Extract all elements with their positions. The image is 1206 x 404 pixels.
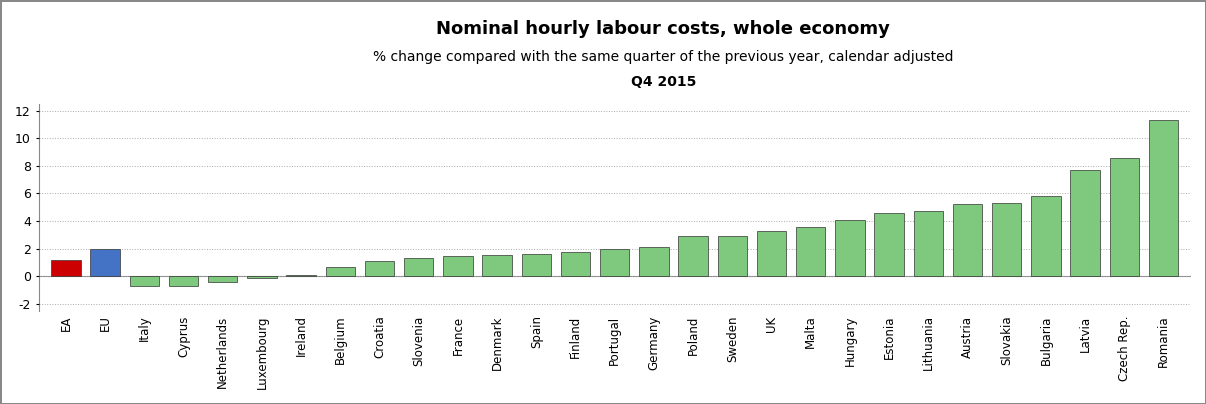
Bar <box>796 227 825 276</box>
Bar <box>130 276 159 286</box>
Bar <box>404 258 433 276</box>
Bar <box>561 252 590 276</box>
Bar <box>1031 196 1060 276</box>
Bar <box>679 236 708 276</box>
Bar <box>522 254 551 276</box>
Bar <box>51 260 81 276</box>
Bar <box>1149 120 1178 276</box>
Bar <box>914 211 943 276</box>
Bar <box>365 261 394 276</box>
Bar <box>757 231 786 276</box>
Bar <box>169 276 198 286</box>
Text: Q4 2015: Q4 2015 <box>631 75 696 89</box>
Bar <box>90 248 119 276</box>
Text: Nominal hourly labour costs, whole economy: Nominal hourly labour costs, whole econo… <box>437 20 890 38</box>
Bar <box>247 276 276 278</box>
Text: % change compared with the same quarter of the previous year, calendar adjusted: % change compared with the same quarter … <box>373 50 954 65</box>
Bar <box>639 246 668 276</box>
Bar <box>444 255 473 276</box>
Bar <box>874 213 903 276</box>
Bar <box>836 220 865 276</box>
Bar <box>326 267 355 276</box>
Bar <box>601 248 630 276</box>
Bar <box>482 255 511 276</box>
Bar <box>718 236 747 276</box>
Bar <box>993 203 1021 276</box>
Bar <box>1071 170 1100 276</box>
Bar <box>209 276 238 282</box>
Bar <box>1110 158 1138 276</box>
Bar <box>953 204 982 276</box>
